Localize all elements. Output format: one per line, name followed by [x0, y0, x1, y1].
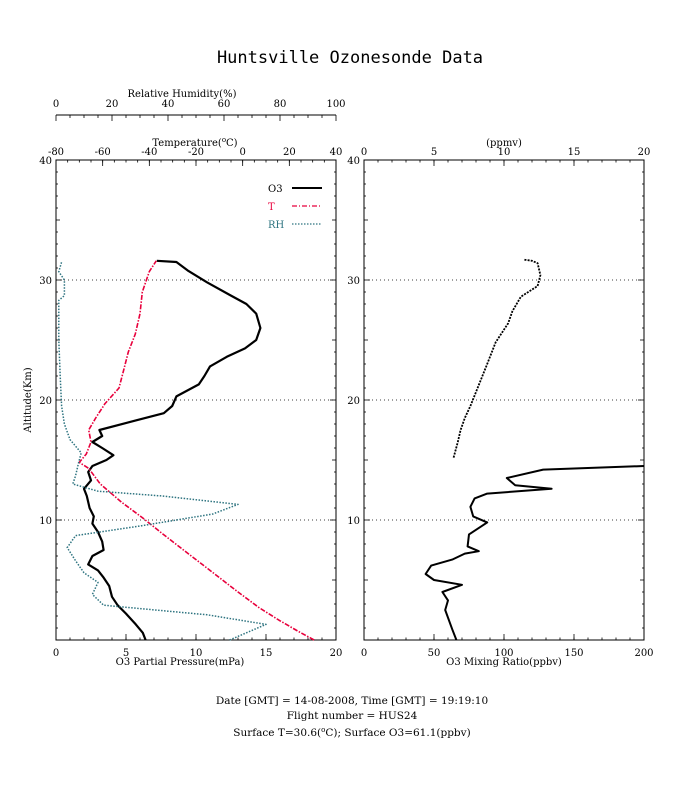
rh-tick-label: 0: [53, 99, 59, 110]
right-gridlines: [364, 279, 644, 521]
flight-number-line: Flight number = HUS24: [287, 710, 418, 722]
rh-tick-label: 80: [274, 99, 287, 110]
chart-title: Huntsville Ozonesonde Data: [217, 48, 483, 68]
o3-pressure-tick-label: 5: [123, 648, 129, 659]
flight-info: Date [GMT] = 14-08-2008, Time [GMT] = 19…: [216, 695, 488, 739]
right-axis-ticks: [363, 159, 645, 641]
temperature-tick-label: -40: [141, 147, 157, 158]
rh-tick-label: 20: [106, 99, 119, 110]
ppbv-axis-label: O3 Mixing Ratio(ppbv): [446, 657, 562, 668]
ppbv-tick-label: 150: [564, 648, 583, 659]
ppbv-tick-label: 50: [428, 648, 441, 659]
legend-rh-label: RH: [268, 220, 285, 231]
date-time-line: Date [GMT] = 14-08-2008, Time [GMT] = 19…: [216, 695, 488, 707]
right-y-tick-label: 40: [347, 156, 360, 167]
right-y-tick-label: 30: [347, 276, 360, 287]
left-axis-ticks: [55, 159, 337, 641]
rh-tick-label: 60: [218, 99, 231, 110]
temperature-tick-label: 0: [239, 147, 245, 158]
o3-pressure-tick-label: 20: [330, 648, 343, 659]
left-y-tick-label: 10: [39, 516, 52, 527]
temperature-tick-label: 40: [330, 147, 343, 158]
temperature-tick-label: -80: [48, 147, 64, 158]
left-y-tick-label: 40: [39, 156, 52, 167]
legend-o3-label: O3: [268, 184, 283, 195]
left-gridlines: [56, 279, 336, 521]
rh-axis-label: Relative Humidity(%): [128, 89, 237, 100]
ppbv-tick-label: 200: [634, 648, 653, 659]
o3-pressure-tick-label: 15: [260, 648, 273, 659]
left-y-tick-label: 20: [39, 396, 52, 407]
series-t-line: [78, 260, 315, 641]
left-panel: 10 20 30 40 0 5 10 15 20 -80 -60 -40 -20 0 20 40 Relati…: [23, 89, 346, 668]
temperature-axis-label: Temperature(oC): [152, 136, 237, 149]
right-y-tick-label: 20: [347, 396, 360, 407]
rh-tick-label: 40: [162, 99, 175, 110]
temperature-tick-label: -60: [95, 147, 111, 158]
o3-pressure-tick-label: 10: [190, 648, 203, 659]
o3-pressure-tick-label: 0: [53, 648, 59, 659]
rh-tick-label: 100: [326, 99, 345, 110]
left-series-lines: [58, 259, 315, 641]
series-mixing-ratio-ppbv-line: [424, 465, 645, 641]
left-y-tick-label: 30: [39, 276, 52, 287]
ppmv-tick-label: 15: [568, 147, 581, 158]
ppbv-tick-label: 0: [361, 648, 367, 659]
series-rh-line: [58, 261, 267, 641]
ppbv-tick-label: 100: [494, 648, 513, 659]
altitude-axis-label: Altitude(Km): [23, 367, 34, 433]
left-axis-labels: 10 20 30 40 0 5 10 15 20 -80 -60 -40 -20 0 20 40: [39, 147, 342, 659]
temperature-tick-label: -20: [188, 147, 204, 158]
ppmv-tick-label: 20: [638, 147, 651, 158]
ppmv-axis-label: (ppmv): [486, 138, 522, 149]
ppmv-tick-label: 5: [431, 147, 437, 158]
series-mixing-ratio-ppmv-line: [452, 258, 542, 458]
legend: O3 T RH: [268, 184, 322, 231]
right-series-lines: [424, 258, 645, 641]
surface-values-line: Surface T=30.6(oC); Surface O3=61.1(ppbv…: [233, 726, 470, 739]
legend-t-label: T: [268, 202, 275, 213]
right-y-tick-label: 10: [347, 516, 360, 527]
o3-pressure-axis-label: O3 Partial Pressure(mPa): [116, 657, 245, 668]
ppmv-tick-label: 10: [498, 147, 511, 158]
rh-axis-ticks: 0 20 40 60 80 100: [53, 99, 346, 121]
series-o3-line: [82, 259, 262, 641]
ppmv-tick-label: 0: [361, 147, 367, 158]
temperature-tick-label: 20: [283, 147, 296, 158]
